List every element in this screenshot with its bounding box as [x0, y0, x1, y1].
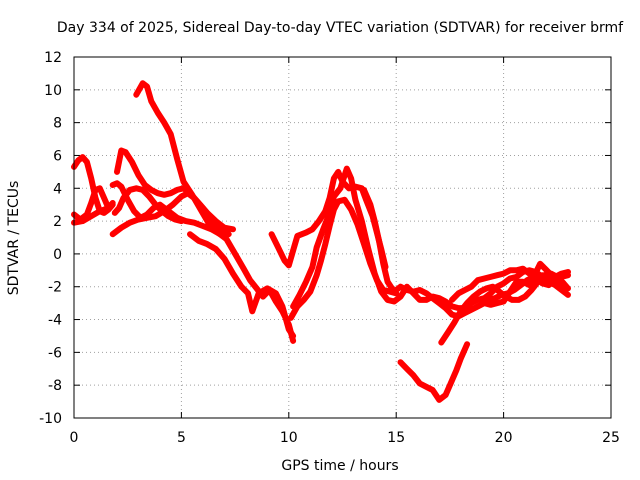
- series-track-3: [71, 205, 112, 226]
- y-tick-label: 6: [53, 148, 62, 164]
- series-track-5: [111, 185, 185, 225]
- x-tick-label: 5: [177, 430, 186, 446]
- x-tick-label: 25: [602, 430, 620, 446]
- series-track-14: [397, 341, 471, 403]
- y-tick-label: 12: [44, 50, 62, 66]
- y-tick-label: 2: [53, 214, 62, 230]
- x-tick-label: 15: [387, 430, 405, 446]
- series-track-17: [479, 260, 569, 307]
- data-series: [71, 80, 571, 403]
- y-tick-label: -10: [39, 411, 62, 427]
- y-tick-label: 4: [53, 181, 62, 197]
- series-track-16: [449, 265, 571, 303]
- y-tick-label: -8: [48, 378, 62, 394]
- x-tick-label: 20: [495, 430, 513, 446]
- series-track-9: [187, 231, 297, 339]
- y-tick-label: 10: [44, 83, 62, 99]
- y-tick-label: -4: [48, 313, 62, 329]
- tick-labels: 0 5 10 15 20 25 -10 -8 -6 -4 -2 0 2 4 6 8 10 12: [39, 50, 620, 446]
- y-tick-label: -2: [48, 280, 62, 296]
- y-tick-label: 0: [53, 247, 62, 263]
- plot-frame: [73, 56, 612, 419]
- y-tick-label: -6: [48, 345, 62, 361]
- series-track-12: [290, 165, 571, 312]
- x-axis-label: GPS time / hours: [281, 458, 398, 474]
- chart-title: Day 334 of 2025, Sidereal Day-to-day VTE…: [57, 20, 624, 36]
- x-tick-label: 10: [280, 430, 298, 446]
- x-tick-label: 0: [70, 430, 79, 446]
- y-axis-label: SDTVAR / TECUs: [6, 181, 22, 296]
- series-track-7: [109, 190, 232, 238]
- y-tick-label: 8: [53, 116, 62, 132]
